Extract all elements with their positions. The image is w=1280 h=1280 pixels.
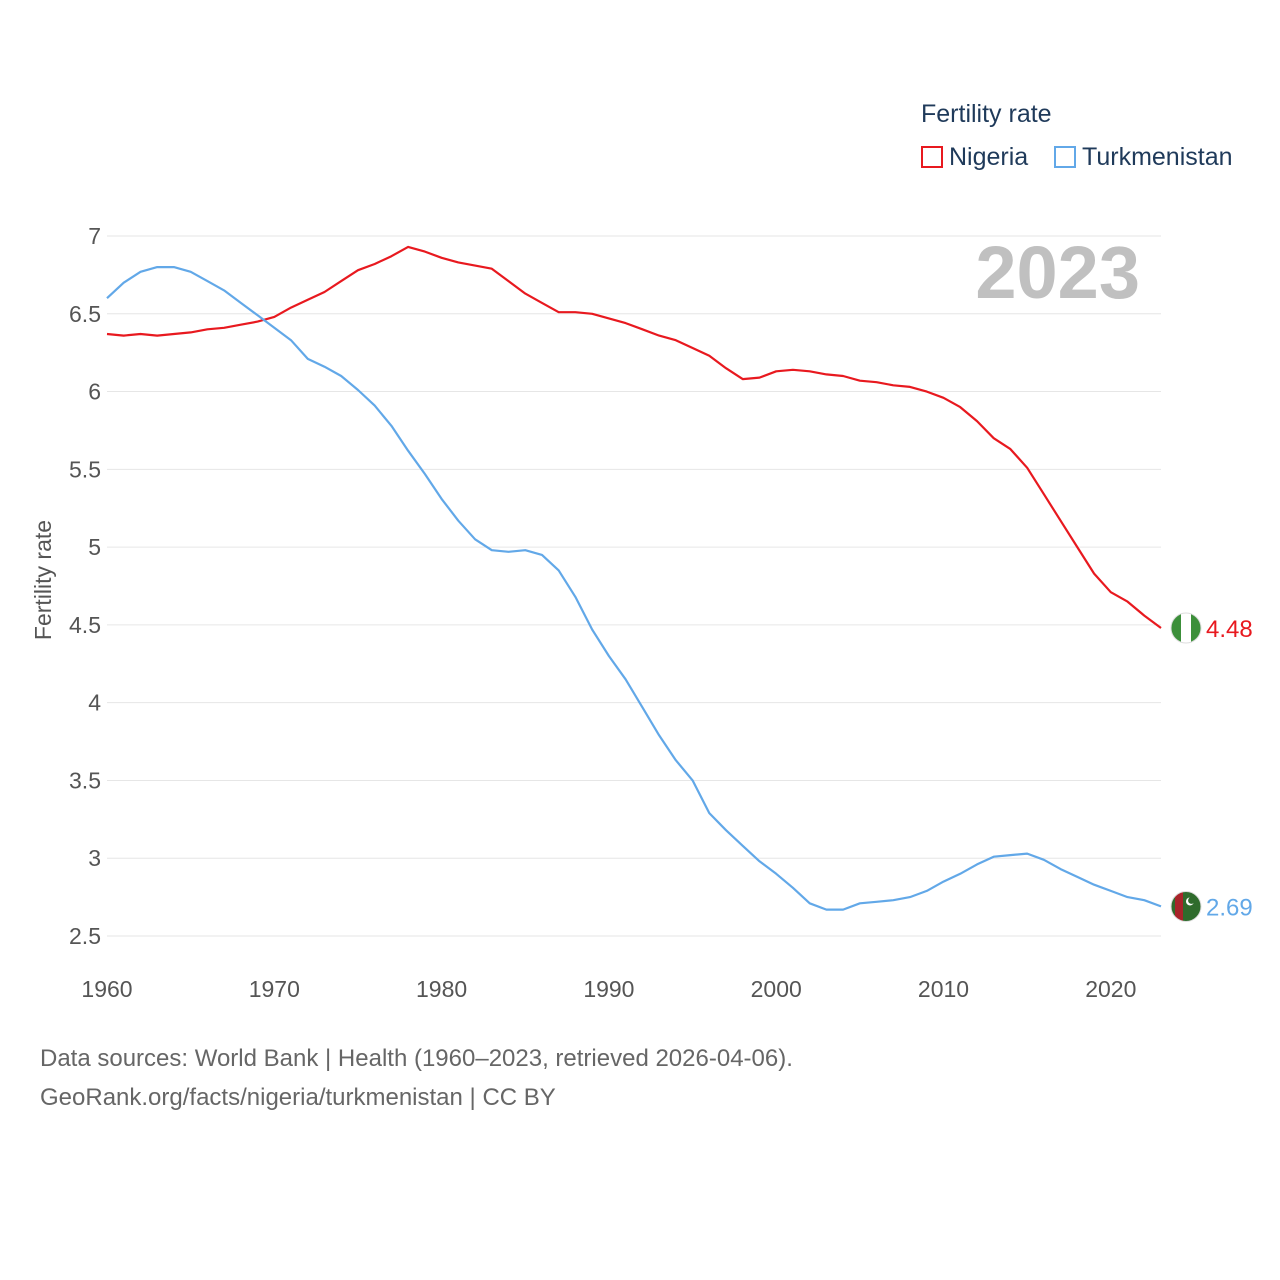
year-watermark: 2023 [975,231,1140,314]
y-tick-label: 3 [88,845,101,871]
legend-title: Fertility rate [921,100,1052,128]
x-tick-label: 1970 [249,976,300,1002]
y-tick-label: 7 [88,223,101,249]
y-axis-ticks: 2.5 3 3.5 4 4.5 5 5.5 6 6.5 7 [69,223,101,949]
footer-sources: Data sources: World Bank | Health (1960–… [40,1045,793,1072]
gridlines [107,235,1161,937]
y-tick-label: 2.5 [69,923,101,949]
x-tick-label: 1960 [81,976,132,1002]
y-tick-label: 4 [88,690,101,716]
legend-item-turkmenistan[interactable]: Turkmenistan [1054,142,1233,172]
x-axis-ticks: 1960 1970 1980 1990 2000 2010 2020 [81,976,1136,1002]
series-end-markers: 4.48 2.69 [1170,612,1253,922]
x-tick-label: 2010 [918,976,969,1002]
legend-swatch-turkmenistan [1054,146,1076,168]
legend-label-nigeria: Nigeria [949,142,1029,171]
x-tick-label: 2000 [751,976,802,1002]
y-tick-label: 6.5 [69,301,101,327]
y-tick-label: 5 [88,534,101,560]
series-lines [106,245,1162,911]
end-value-label-turkmenistan: 2.69 [1206,894,1253,921]
series-line-turkmenistan[interactable] [106,266,1162,911]
series-line-nigeria[interactable] [106,245,1162,629]
legend-swatch-nigeria [921,146,943,168]
y-tick-label: 5.5 [69,456,101,482]
y-axis-label: Fertility rate [30,520,56,640]
x-tick-label: 2020 [1085,976,1136,1002]
x-tick-label: 1980 [416,976,467,1002]
y-tick-label: 4.5 [69,612,101,638]
x-tick-label: 1990 [583,976,634,1002]
flag-turkmenistan-icon [1170,890,1202,922]
footer-credit[interactable]: GeoRank.org/facts/nigeria/turkmenistan |… [40,1084,556,1111]
flag-nigeria-icon [1170,612,1202,644]
y-tick-label: 6 [88,379,101,405]
legend-label-turkmenistan: Turkmenistan [1082,142,1233,171]
y-tick-label: 3.5 [69,767,101,793]
end-value-label-nigeria: 4.48 [1206,616,1253,643]
legend-item-nigeria[interactable]: Nigeria [921,142,1028,172]
